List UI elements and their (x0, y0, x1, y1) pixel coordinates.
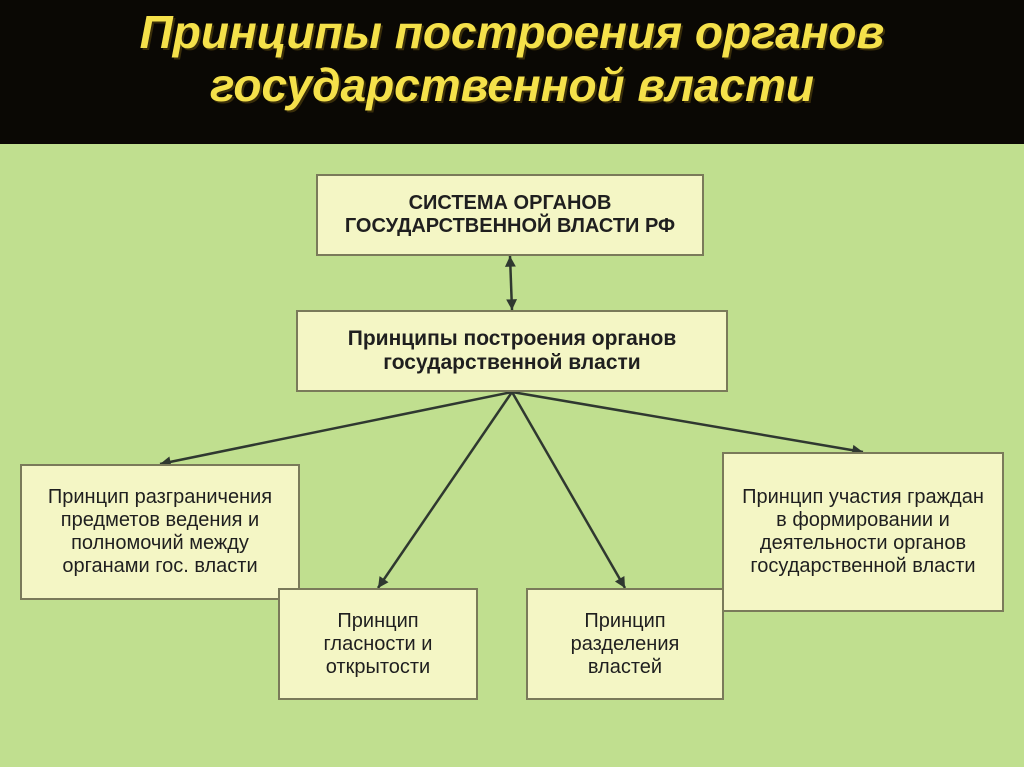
node-principle-delimitation-text: Принцип разграничения предметов ведения … (36, 486, 284, 578)
node-principles: Принципы построения органов государствен… (296, 310, 728, 392)
node-principle-openness: Принцип гласности и открытости (278, 588, 478, 700)
node-principle-delimitation: Принцип разграничения предметов ведения … (20, 464, 300, 600)
node-principle-participation: Принцип участия граждан в формировании и… (722, 452, 1004, 612)
node-root: СИСТЕМА ОРГАНОВ ГОСУДАРСТВЕННОЙ ВЛАСТИ Р… (316, 174, 704, 256)
node-principle-openness-text: Принцип гласности и открытости (294, 610, 462, 679)
node-principle-participation-text: Принцип участия граждан в формировании и… (738, 486, 988, 578)
node-principle-separation-text: Принцип разделения властей (542, 610, 708, 679)
node-principle-separation: Принцип разделения властей (526, 588, 724, 700)
title-line-2: государственной власти (20, 59, 1004, 112)
node-root-text: СИСТЕМА ОРГАНОВ ГОСУДАРСТВЕННОЙ ВЛАСТИ Р… (332, 192, 688, 238)
diagram-area: СИСТЕМА ОРГАНОВ ГОСУДАРСТВЕННОЙ ВЛАСТИ Р… (0, 144, 1024, 767)
node-principles-text: Принципы построения органов государствен… (312, 327, 712, 375)
title-line-1: Принципы построения органов (20, 6, 1004, 59)
title-bar: Принципы построения органов государствен… (0, 0, 1024, 144)
